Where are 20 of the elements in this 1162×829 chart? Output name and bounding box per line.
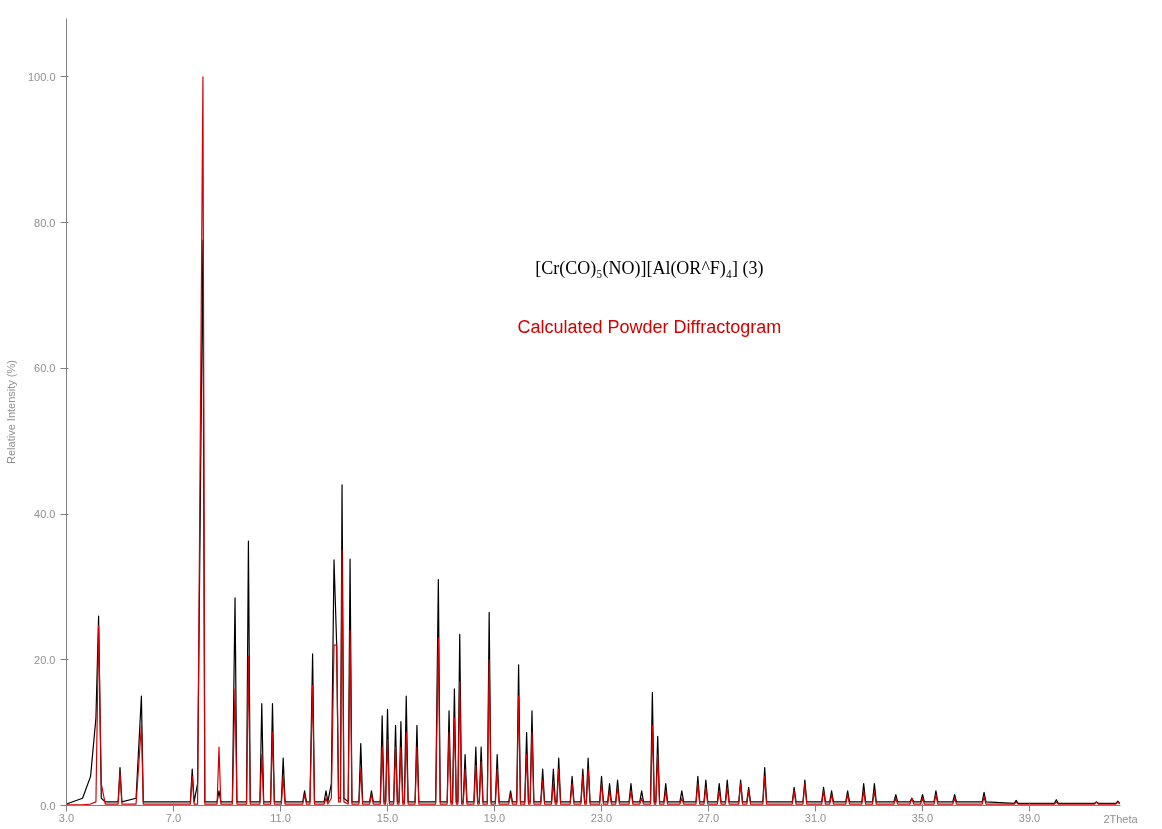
- y-tick-label: 0.0: [40, 799, 56, 812]
- text: Calculated Powder Diffractogram: [517, 317, 782, 338]
- x-axis-title: 2Theta: [1103, 812, 1139, 825]
- y-axis-title: Relative Intensity (%): [4, 360, 17, 464]
- x-tick-label: 27.0: [697, 811, 720, 824]
- y-tick-label: 100.0: [27, 70, 56, 83]
- x-tick-label: 7.0: [165, 811, 182, 824]
- text: [Cr(CO)₅(NO)][Al(OR^F)₄] (3): [535, 258, 764, 280]
- x-tick-label: 19.0: [483, 811, 506, 824]
- y-tick-label: 80.0: [34, 216, 56, 229]
- x-tick-label: 11.0: [270, 811, 291, 824]
- x-tick-label: 23.0: [590, 811, 613, 824]
- x-tick-label: 31.0: [804, 811, 827, 824]
- x-tick-label: 35.0: [911, 811, 934, 824]
- x-tick-label: 39.0: [1018, 811, 1041, 824]
- x-tick-label: 15.0: [376, 811, 399, 824]
- y-tick-label: 40.0: [34, 508, 56, 521]
- y-tick-label: 60.0: [34, 362, 56, 375]
- x-tick-label: 3.0: [58, 811, 75, 824]
- y-tick-label: 20.0: [34, 653, 56, 666]
